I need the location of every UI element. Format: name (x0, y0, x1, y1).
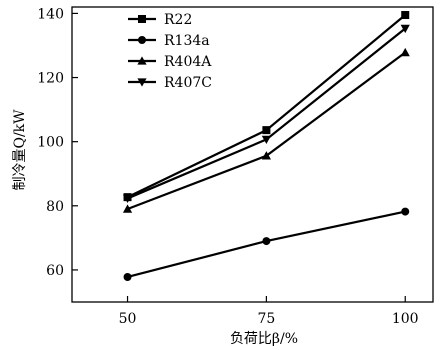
data-point-square (401, 11, 410, 20)
legend-label: R404A (164, 54, 212, 70)
plot-frame (71, 6, 434, 303)
series-layer (122, 11, 410, 281)
y-tick-label: 100 (37, 135, 64, 151)
data-point-triangle-up (400, 47, 410, 57)
data-point-circle (401, 207, 410, 216)
data-point-circle (262, 237, 271, 246)
legend: R22 R134a R404A R407C (128, 12, 212, 91)
series-r134a (123, 207, 410, 281)
ticks-layer: 60 80 100 120 140 50 75 100 (37, 6, 418, 327)
y-tick-label: 60 (46, 263, 64, 279)
legend-item: R404A (128, 54, 212, 70)
x-axis-label: 负荷比β/% (230, 331, 298, 347)
legend-item: R134a (128, 33, 210, 49)
data-point-circle (138, 36, 146, 44)
data-point-square (262, 126, 271, 135)
x-tick-label: 75 (257, 311, 275, 327)
x-tick-label: 100 (392, 311, 419, 327)
x-tick-label: 50 (119, 311, 137, 327)
data-point-square (138, 15, 146, 23)
y-tick-label: 120 (37, 71, 64, 87)
data-point-triangle-up (137, 56, 147, 65)
data-point-triangle-down (261, 135, 271, 145)
data-point-triangle-up (122, 204, 133, 213)
legend-label: R134a (164, 33, 210, 49)
data-point-circle (123, 272, 132, 281)
y-tick-label: 140 (37, 6, 64, 22)
legend-label: R407C (164, 75, 212, 91)
series-r404a (122, 47, 410, 213)
data-point-triangle-down (400, 24, 410, 34)
y-tick-label: 80 (46, 199, 64, 215)
legend-label: R22 (164, 12, 192, 28)
y-axis-label: 制冷量Q/kW (12, 109, 28, 191)
data-point-triangle-up (261, 151, 271, 160)
legend-item: R22 (128, 12, 192, 28)
data-point-triangle-down (122, 194, 133, 204)
data-point-triangle-down (137, 78, 147, 87)
series-r407c (122, 24, 410, 204)
legend-item: R407C (128, 75, 212, 91)
